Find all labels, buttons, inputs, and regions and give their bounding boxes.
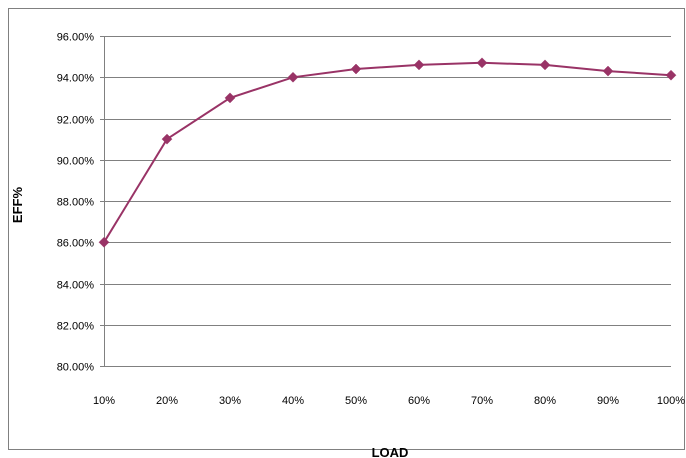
data-point-marker [350,63,362,75]
data-point-marker [476,57,488,69]
y-tick-label: 90.00% [57,156,95,168]
x-tick-label: 70% [471,395,493,407]
y-tick-label: 92.00% [57,115,95,127]
x-tick-labels: 10% 20% 30% 40% 50% 60% 70% 80% 90% 100% [93,395,685,407]
data-point-marker [161,133,173,145]
y-tick-label: 88.00% [57,197,95,209]
data-point-marker [665,69,677,81]
data-point-marker [413,59,425,71]
y-tick-labels: 80.00% 82.00% 84.00% 86.00% 88.00% 90.00% 92.0… [57,32,95,374]
x-tick-label: 60% [408,395,430,407]
data-point-marker [224,92,236,104]
y-tick-label: 96.00% [57,32,95,44]
y-tick-label: 82.00% [57,321,95,333]
series-layer [103,61,672,243]
x-tick-label: 30% [219,395,241,407]
y-axis-title: EFF% [10,187,25,224]
x-tick-label: 20% [156,395,178,407]
x-tick-label: 90% [597,395,619,407]
data-point-marker [539,59,551,71]
y-tick-label: 80.00% [57,362,95,374]
data-point-marker [287,71,299,83]
marker-layer [98,57,677,248]
chart-area-border [8,8,685,450]
x-tick-label: 50% [345,395,367,407]
x-tick-label: 10% [93,395,115,407]
series-line [103,61,672,243]
y-tick-label: 86.00% [57,238,95,250]
data-point-marker [602,65,614,77]
x-axis-title: LOAD [372,445,409,458]
x-tick-label: 40% [282,395,304,407]
y-tick-label: 94.00% [57,73,95,85]
y-tick-label: 84.00% [57,280,95,292]
x-tick-label: 80% [534,395,556,407]
data-point-marker [98,236,110,248]
x-tick-label: 100% [657,395,685,407]
